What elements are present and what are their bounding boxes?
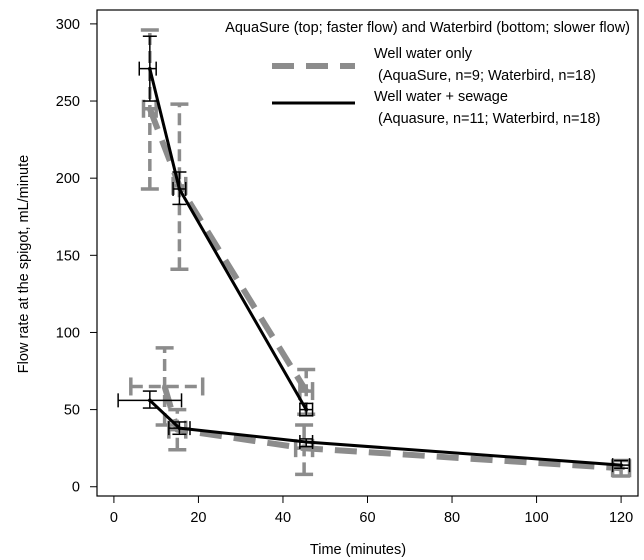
x-tick-label: 100	[524, 510, 548, 526]
legend-note-well-water-only: (AquaSure, n=9; Waterbird, n=18)	[378, 68, 596, 84]
y-tick-label: 150	[56, 248, 80, 264]
legend-label-well-water-sewage: Well water + sewage	[374, 89, 508, 105]
data-point	[177, 426, 182, 430]
data-point	[148, 66, 152, 71]
data-point	[148, 398, 152, 403]
x-tick-label: 60	[359, 510, 375, 526]
x-tick-label: 0	[110, 510, 118, 526]
y-tick-label: 100	[56, 325, 80, 341]
data-point	[303, 388, 309, 394]
data-layer	[117, 28, 632, 478]
legend-note-well-water-sewage: (Aquasure, n=11; Waterbird, n=18)	[378, 111, 600, 127]
data-point	[162, 383, 168, 389]
series-line-1-waterbird	[148, 399, 622, 467]
data-point	[304, 440, 309, 444]
x-tick-label: 40	[275, 510, 291, 526]
legend-label-well-water-only: Well water only	[374, 46, 473, 62]
series-line-0-waterbird	[161, 385, 622, 472]
data-point	[304, 407, 309, 412]
y-tick-label: 50	[64, 403, 80, 419]
y-tick-label: 250	[56, 94, 80, 110]
x-tick-label: 20	[190, 510, 206, 526]
x-tick-label: 120	[609, 510, 633, 526]
y-axis-label: Flow rate at the spigot, mL/minute	[16, 155, 32, 373]
data-point	[619, 463, 623, 467]
x-tick-label: 80	[444, 510, 460, 526]
data-point	[177, 187, 182, 191]
chart-title: AquaSure (top; faster flow) and Waterbir…	[225, 20, 630, 36]
legend: Well water only (AquaSure, n=9; Waterbir…	[272, 46, 600, 127]
y-tick-label: 200	[56, 171, 80, 187]
x-axis-label: Time (minutes)	[310, 542, 406, 558]
y-tick-label: 300	[56, 17, 80, 33]
axes-layer: 0 20 40 60 80 100 120 0 50 100 150 200 250 300	[56, 17, 633, 526]
data-point	[147, 106, 153, 112]
y-tick-label: 0	[72, 480, 80, 496]
